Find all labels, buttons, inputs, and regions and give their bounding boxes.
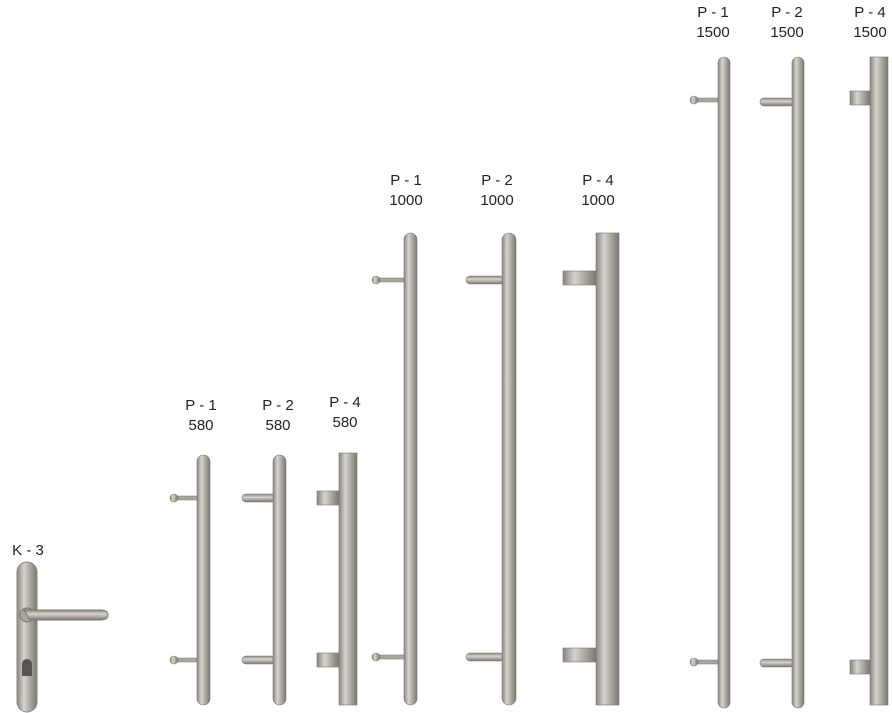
standoff-knob <box>371 652 381 662</box>
standoff-knob <box>689 95 699 105</box>
length-label: 1000 <box>480 192 513 209</box>
length-label: 1000 <box>581 192 614 209</box>
model-label: P - 4 <box>329 394 360 411</box>
standoff-block <box>316 652 340 668</box>
standoff <box>241 655 276 665</box>
model-label: P - 4 <box>582 172 613 189</box>
standoff-knob <box>689 657 699 667</box>
handle-bar <box>717 56 731 709</box>
handle-bar <box>501 232 517 706</box>
standoff <box>465 652 505 662</box>
standoff <box>759 97 795 107</box>
handle-bar <box>272 454 287 706</box>
model-label: K - 3 <box>12 542 44 559</box>
standoff-block <box>849 659 871 675</box>
model-label: P - 2 <box>481 172 512 189</box>
model-label: P - 1 <box>697 4 728 21</box>
escutcheon-plate <box>16 561 38 713</box>
handle-bar <box>791 56 805 709</box>
standoff-knob <box>169 493 179 503</box>
length-label: 1500 <box>770 24 803 41</box>
standoff-block <box>562 647 597 663</box>
handle-bar <box>403 232 418 706</box>
model-label: P - 2 <box>262 397 293 414</box>
standoff <box>377 654 405 660</box>
lever <box>23 609 109 621</box>
handle-bar <box>595 232 620 706</box>
handle-bar <box>869 56 889 706</box>
standoff <box>241 493 276 503</box>
length-label: 1000 <box>389 192 422 209</box>
model-label: P - 2 <box>771 4 802 21</box>
standoff <box>377 277 405 283</box>
standoff-knob <box>169 655 179 665</box>
model-label: P - 4 <box>854 4 885 21</box>
key-hole <box>22 659 32 676</box>
k3-handle <box>16 561 109 713</box>
length-label: 580 <box>332 414 357 431</box>
standoff-block <box>562 270 597 286</box>
standoff-block <box>849 90 871 106</box>
standoff <box>759 658 795 668</box>
model-label: P - 1 <box>390 172 421 189</box>
length-label: 1500 <box>853 24 886 41</box>
length-label: 1500 <box>696 24 729 41</box>
standoff <box>695 659 719 665</box>
standoff <box>175 495 198 501</box>
handle-bar <box>338 452 358 706</box>
standoff-block <box>316 490 340 506</box>
model-label: P - 1 <box>185 397 216 414</box>
length-label: 580 <box>265 417 290 434</box>
handle-bar <box>196 454 211 706</box>
length-label: 580 <box>188 417 213 434</box>
standoff <box>465 275 505 285</box>
standoff <box>695 97 719 103</box>
standoff-knob <box>371 275 381 285</box>
standoff <box>175 657 198 663</box>
